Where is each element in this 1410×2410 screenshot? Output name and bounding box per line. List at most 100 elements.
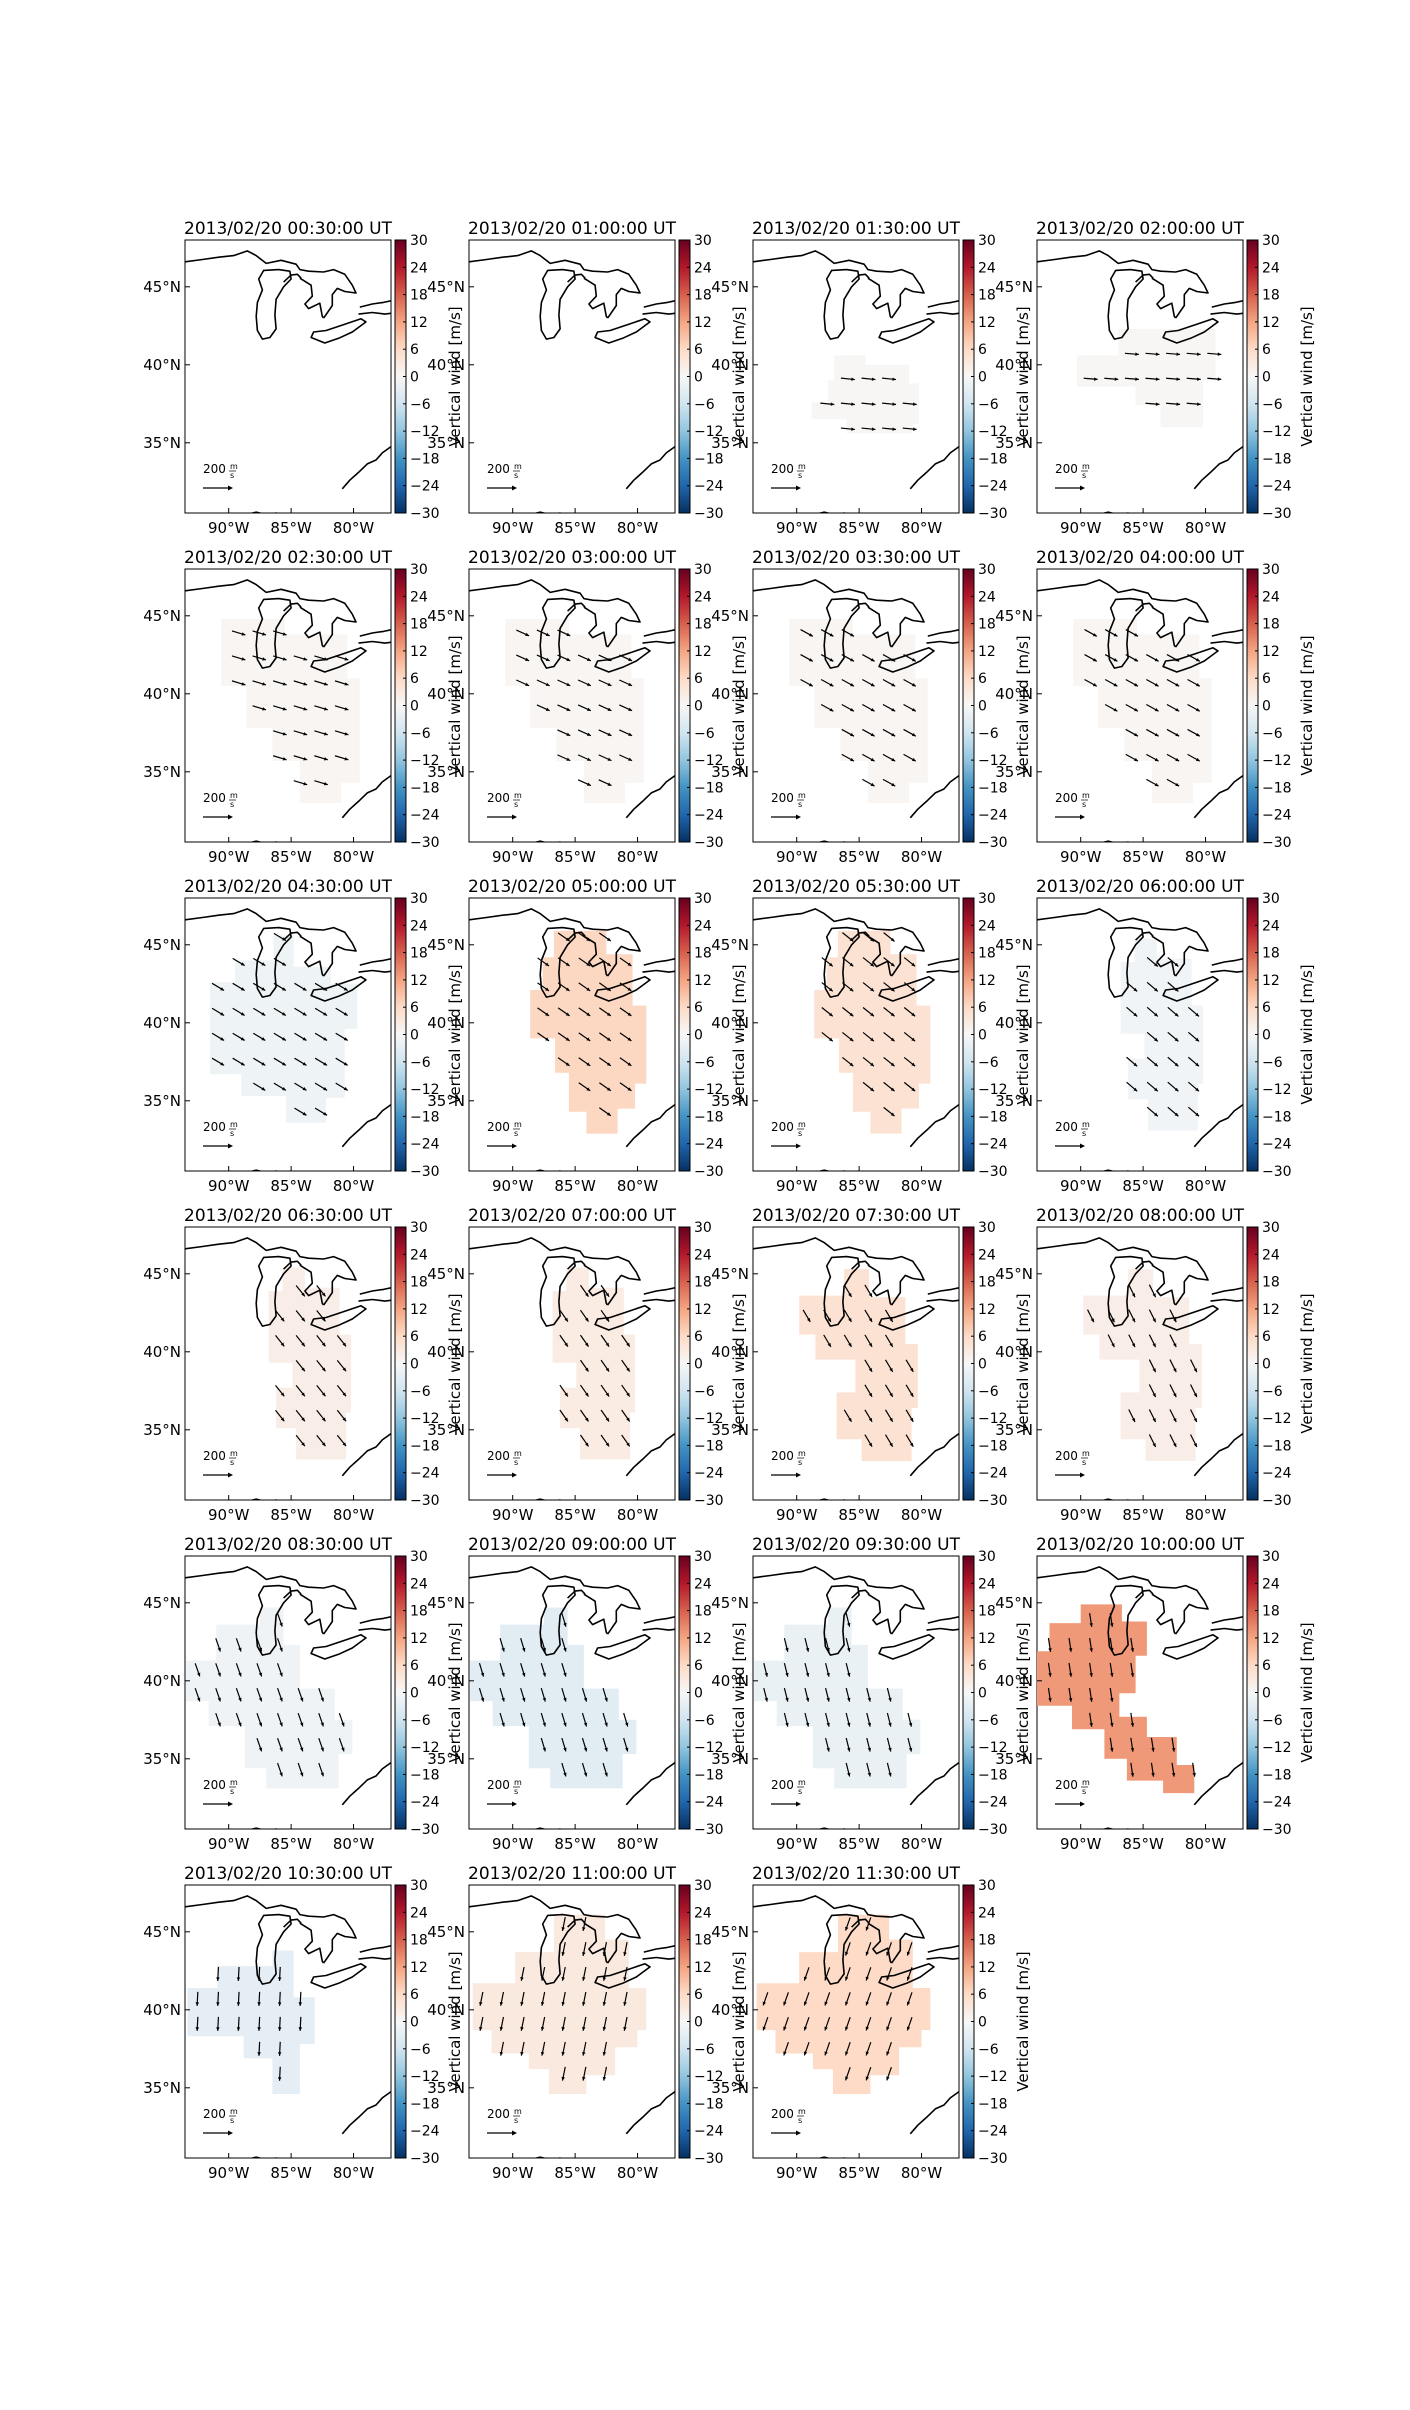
wind-vector-head — [847, 1772, 851, 1777]
coastline — [926, 1956, 959, 1960]
lon-tick-label: 90°W — [492, 1177, 534, 1195]
scale-arrow-label: 200 — [1055, 1449, 1078, 1463]
wind-vector-head — [606, 987, 611, 991]
wind-vector-head — [257, 2002, 261, 2006]
lake-outline — [878, 1305, 935, 1331]
scale-arrow-unit: s — [798, 1129, 802, 1138]
wind-vector-head — [848, 1293, 852, 1297]
lake-outline — [310, 975, 367, 1002]
coastline — [469, 250, 641, 319]
lon-tick-label: 90°W — [208, 1177, 250, 1195]
panel-title: 2013/02/20 00:30:00 UT — [184, 219, 393, 239]
wind-vector-head — [1174, 1112, 1179, 1117]
wind-vector-head — [323, 1037, 328, 1041]
wind-vector-head — [582, 2026, 586, 2031]
wind-vector-head — [582, 1977, 586, 1981]
scale-arrow-head — [796, 1801, 801, 1807]
map-panel: 2013/02/20 04:00:00 UT 200 ms 90°W 85°W 80°W 4… — [995, 548, 1316, 866]
wind-vector-head — [303, 732, 308, 736]
scale-arrow-unit: m — [230, 1449, 238, 1458]
wind-vector-head — [282, 732, 287, 736]
wind-vector-head — [606, 1012, 611, 1016]
colorbar-tick-label: −6 — [978, 397, 999, 413]
wind-vector-head — [257, 1977, 261, 1981]
wind-vector-head — [867, 1772, 872, 1777]
scale-arrow-label: 200 — [203, 1778, 226, 1792]
colorbar-tick-label: 24 — [1262, 1247, 1280, 1263]
colorbar-tick-label: −12 — [1262, 424, 1292, 440]
wind-vector-head — [565, 937, 570, 942]
coastline — [299, 277, 325, 319]
colorbar-tick-label: −24 — [410, 2124, 440, 2140]
wind-vector-head — [238, 1647, 242, 1652]
coastline — [567, 1260, 586, 1270]
coastline — [927, 1616, 959, 1624]
lake-outline — [255, 597, 292, 669]
coastline — [1151, 606, 1177, 648]
colorbar-tick-label: −24 — [694, 1137, 724, 1153]
colorbar-tick-label: −24 — [694, 808, 724, 824]
lake-outline — [594, 317, 651, 344]
colorbar-tick-label: 6 — [978, 1329, 987, 1345]
lake-outline — [1107, 268, 1144, 340]
wind-vector-head — [847, 1697, 851, 1702]
wind-vector-head — [343, 1012, 348, 1016]
lat-tick-label: 45°N — [995, 278, 1033, 296]
colorbar-tick-label: −18 — [978, 1767, 1008, 1783]
coastline — [1193, 1104, 1243, 1148]
scale-arrow-unit: m — [798, 791, 806, 800]
lake-outline — [310, 646, 367, 673]
wind-vector-head — [886, 2051, 890, 2056]
map-panel: 2013/02/20 02:00:00 UT 200 ms 90°W 85°W 80°W 4… — [995, 219, 1316, 537]
lat-tick-label: 45°N — [427, 607, 465, 625]
wind-vector-head — [890, 1062, 895, 1067]
scale-arrow-label: 200 — [1055, 791, 1078, 805]
colorbar-tick-label: 6 — [1262, 1658, 1271, 1674]
colorbar-tick-label: 24 — [410, 589, 428, 605]
wind-vector-head — [220, 1012, 225, 1016]
wind-vector-head — [566, 682, 571, 686]
lat-tick-label: 35°N — [427, 1750, 465, 1768]
wind-vector-head — [602, 2051, 607, 2056]
wind-vector-head — [1110, 1648, 1114, 1652]
wind-vector-head — [321, 1442, 326, 1447]
colorbar-tick-label: −12 — [1262, 1740, 1292, 1756]
wind-vector-head — [522, 1647, 526, 1652]
wind-vector-head — [563, 1747, 567, 1752]
colorbar-tick-label: 12 — [694, 644, 712, 660]
colorbar-tick-label: 18 — [410, 1933, 428, 1949]
wind-vector-head — [321, 1392, 326, 1397]
wind-vector-head — [561, 1952, 565, 1956]
lake-outline — [539, 1913, 576, 1985]
colorbar-tick-label: 0 — [1262, 370, 1271, 386]
scale-arrow-label: 200 — [771, 462, 794, 476]
lon-tick-label: 85°W — [554, 1506, 596, 1524]
wind-vector-head — [851, 402, 855, 406]
colorbar-tick-label: 24 — [978, 918, 996, 934]
scale-arrow-unit: s — [798, 1787, 802, 1796]
lat-tick-label: 40°N — [995, 1014, 1033, 1032]
wind-vector-head — [586, 757, 591, 761]
wind-vector-head — [606, 1037, 611, 1041]
wind-vector-head — [238, 1672, 242, 1677]
lon-tick-label: 80°W — [617, 519, 659, 537]
wind-vector-head — [830, 402, 835, 406]
colorbar-tick-label: 6 — [978, 671, 987, 687]
wind-vector-head — [805, 1647, 810, 1652]
wind-vector-head — [1195, 658, 1200, 662]
lake-outline — [594, 646, 651, 673]
colorbar-tick-label: 6 — [978, 1987, 987, 2003]
wind-vector-head — [909, 1367, 914, 1372]
coastline — [567, 273, 586, 283]
wind-vector-head — [258, 1697, 263, 1702]
wind-vector-head — [262, 682, 266, 686]
wind-vector-head — [195, 2002, 200, 2006]
colorbar-tick-label: 12 — [410, 644, 428, 660]
panel-title: 2013/02/20 08:30:00 UT — [184, 1535, 393, 1555]
wind-vector-head — [540, 2001, 545, 2006]
scale-arrow-label: 200 — [771, 1120, 794, 1134]
lon-tick-label: 90°W — [776, 2164, 818, 2182]
lat-tick-label: 45°N — [427, 278, 465, 296]
wind-vector-head — [1131, 1343, 1136, 1348]
lon-tick-label: 80°W — [617, 848, 659, 866]
